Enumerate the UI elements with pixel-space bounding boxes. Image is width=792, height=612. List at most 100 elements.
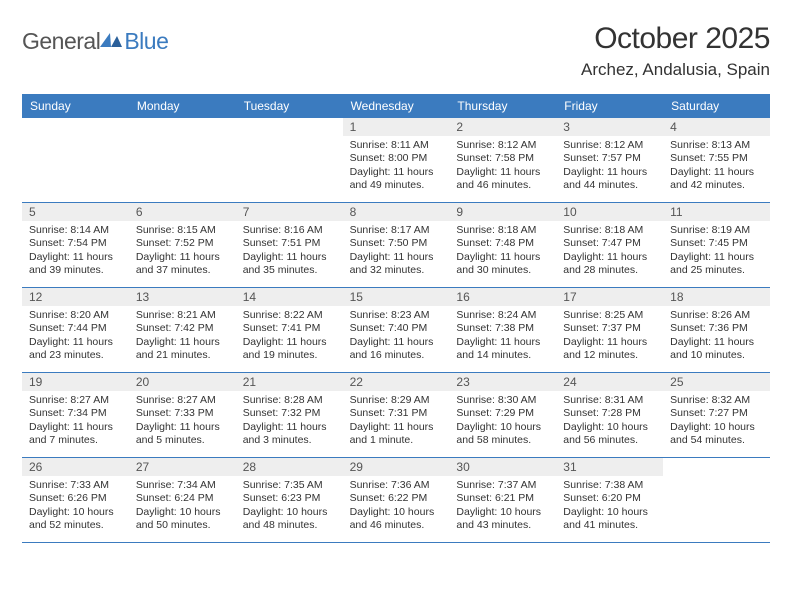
day-cell: 1Sunrise: 8:11 AMSunset: 8:00 PMDaylight… <box>343 118 450 202</box>
daylight-text: Daylight: 10 hours and 46 minutes. <box>350 506 443 533</box>
sunrise-text: Sunrise: 7:35 AM <box>243 479 336 492</box>
sunrise-text: Sunrise: 8:20 AM <box>29 309 122 322</box>
sunset-text: Sunset: 7:29 PM <box>456 407 549 420</box>
daylight-text: Daylight: 11 hours and 19 minutes. <box>243 336 336 363</box>
day-cell: 30Sunrise: 7:37 AMSunset: 6:21 PMDayligh… <box>449 458 556 542</box>
logo-mark-icon <box>100 31 122 47</box>
sunset-text: Sunset: 6:24 PM <box>136 492 229 505</box>
empty-cell <box>129 118 236 202</box>
title-block: October 2025 Archez, Andalusia, Spain <box>581 22 770 80</box>
sunset-text: Sunset: 7:44 PM <box>29 322 122 335</box>
sunrise-text: Sunrise: 8:29 AM <box>350 394 443 407</box>
day-number: 19 <box>22 373 129 391</box>
day-header: Tuesday <box>236 94 343 118</box>
sunset-text: Sunset: 7:54 PM <box>29 237 122 250</box>
daylight-text: Daylight: 10 hours and 56 minutes. <box>563 421 656 448</box>
daylight-text: Daylight: 11 hours and 10 minutes. <box>670 336 763 363</box>
day-cell: 22Sunrise: 8:29 AMSunset: 7:31 PMDayligh… <box>343 373 450 457</box>
daylight-text: Daylight: 11 hours and 44 minutes. <box>563 166 656 193</box>
sunrise-text: Sunrise: 8:25 AM <box>563 309 656 322</box>
sunrise-text: Sunrise: 7:33 AM <box>29 479 122 492</box>
sunset-text: Sunset: 7:57 PM <box>563 152 656 165</box>
day-cell: 19Sunrise: 8:27 AMSunset: 7:34 PMDayligh… <box>22 373 129 457</box>
daylight-text: Daylight: 11 hours and 12 minutes. <box>563 336 656 363</box>
week-row: 26Sunrise: 7:33 AMSunset: 6:26 PMDayligh… <box>22 458 770 543</box>
sunrise-text: Sunrise: 8:26 AM <box>670 309 763 322</box>
day-number: 23 <box>449 373 556 391</box>
day-details: Sunrise: 8:27 AMSunset: 7:34 PMDaylight:… <box>22 391 129 454</box>
sunset-text: Sunset: 8:00 PM <box>350 152 443 165</box>
day-number: 11 <box>663 203 770 221</box>
day-number: 14 <box>236 288 343 306</box>
calendar-grid: 1Sunrise: 8:11 AMSunset: 8:00 PMDaylight… <box>22 118 770 543</box>
week-row: 12Sunrise: 8:20 AMSunset: 7:44 PMDayligh… <box>22 288 770 373</box>
week-row: 1Sunrise: 8:11 AMSunset: 8:00 PMDaylight… <box>22 118 770 203</box>
sunrise-text: Sunrise: 8:15 AM <box>136 224 229 237</box>
empty-cell <box>22 118 129 202</box>
day-details: Sunrise: 7:34 AMSunset: 6:24 PMDaylight:… <box>129 476 236 539</box>
daylight-text: Daylight: 10 hours and 48 minutes. <box>243 506 336 533</box>
day-details: Sunrise: 8:30 AMSunset: 7:29 PMDaylight:… <box>449 391 556 454</box>
day-header: Thursday <box>449 94 556 118</box>
day-cell: 29Sunrise: 7:36 AMSunset: 6:22 PMDayligh… <box>343 458 450 542</box>
daylight-text: Daylight: 11 hours and 35 minutes. <box>243 251 336 278</box>
sunrise-text: Sunrise: 8:18 AM <box>563 224 656 237</box>
day-number: 30 <box>449 458 556 476</box>
sunset-text: Sunset: 7:37 PM <box>563 322 656 335</box>
day-number: 26 <box>22 458 129 476</box>
day-details: Sunrise: 8:27 AMSunset: 7:33 PMDaylight:… <box>129 391 236 454</box>
daylight-text: Daylight: 11 hours and 21 minutes. <box>136 336 229 363</box>
daylight-text: Daylight: 11 hours and 30 minutes. <box>456 251 549 278</box>
daylight-text: Daylight: 11 hours and 39 minutes. <box>29 251 122 278</box>
daylight-text: Daylight: 11 hours and 23 minutes. <box>29 336 122 363</box>
sunrise-text: Sunrise: 8:32 AM <box>670 394 763 407</box>
day-number: 1 <box>343 118 450 136</box>
sunset-text: Sunset: 7:40 PM <box>350 322 443 335</box>
day-details: Sunrise: 8:14 AMSunset: 7:54 PMDaylight:… <box>22 221 129 284</box>
day-header: Friday <box>556 94 663 118</box>
day-cell: 5Sunrise: 8:14 AMSunset: 7:54 PMDaylight… <box>22 203 129 287</box>
sunset-text: Sunset: 7:52 PM <box>136 237 229 250</box>
day-cell: 6Sunrise: 8:15 AMSunset: 7:52 PMDaylight… <box>129 203 236 287</box>
location-label: Archez, Andalusia, Spain <box>581 60 770 80</box>
day-cell: 8Sunrise: 8:17 AMSunset: 7:50 PMDaylight… <box>343 203 450 287</box>
header: General Blue October 2025 Archez, Andalu… <box>22 22 770 80</box>
day-cell: 2Sunrise: 8:12 AMSunset: 7:58 PMDaylight… <box>449 118 556 202</box>
daylight-text: Daylight: 10 hours and 52 minutes. <box>29 506 122 533</box>
sunset-text: Sunset: 7:32 PM <box>243 407 336 420</box>
day-details: Sunrise: 8:19 AMSunset: 7:45 PMDaylight:… <box>663 221 770 284</box>
day-cell: 4Sunrise: 8:13 AMSunset: 7:55 PMDaylight… <box>663 118 770 202</box>
sunrise-text: Sunrise: 8:12 AM <box>563 139 656 152</box>
day-cell: 10Sunrise: 8:18 AMSunset: 7:47 PMDayligh… <box>556 203 663 287</box>
day-number: 28 <box>236 458 343 476</box>
sunset-text: Sunset: 7:55 PM <box>670 152 763 165</box>
daylight-text: Daylight: 11 hours and 28 minutes. <box>563 251 656 278</box>
day-number: 3 <box>556 118 663 136</box>
day-details: Sunrise: 8:12 AMSunset: 7:57 PMDaylight:… <box>556 136 663 199</box>
sunrise-text: Sunrise: 8:17 AM <box>350 224 443 237</box>
day-number: 13 <box>129 288 236 306</box>
day-header: Monday <box>129 94 236 118</box>
day-cell: 9Sunrise: 8:18 AMSunset: 7:48 PMDaylight… <box>449 203 556 287</box>
sunset-text: Sunset: 6:20 PM <box>563 492 656 505</box>
day-cell: 20Sunrise: 8:27 AMSunset: 7:33 PMDayligh… <box>129 373 236 457</box>
daylight-text: Daylight: 11 hours and 16 minutes. <box>350 336 443 363</box>
day-number: 4 <box>663 118 770 136</box>
daylight-text: Daylight: 11 hours and 25 minutes. <box>670 251 763 278</box>
day-number: 8 <box>343 203 450 221</box>
sunrise-text: Sunrise: 7:38 AM <box>563 479 656 492</box>
week-row: 19Sunrise: 8:27 AMSunset: 7:34 PMDayligh… <box>22 373 770 458</box>
day-details: Sunrise: 8:18 AMSunset: 7:47 PMDaylight:… <box>556 221 663 284</box>
day-details: Sunrise: 8:11 AMSunset: 8:00 PMDaylight:… <box>343 136 450 199</box>
day-cell: 25Sunrise: 8:32 AMSunset: 7:27 PMDayligh… <box>663 373 770 457</box>
day-details: Sunrise: 8:23 AMSunset: 7:40 PMDaylight:… <box>343 306 450 369</box>
day-cell: 12Sunrise: 8:20 AMSunset: 7:44 PMDayligh… <box>22 288 129 372</box>
sunrise-text: Sunrise: 8:23 AM <box>350 309 443 322</box>
daylight-text: Daylight: 11 hours and 49 minutes. <box>350 166 443 193</box>
sunset-text: Sunset: 7:33 PM <box>136 407 229 420</box>
week-row: 5Sunrise: 8:14 AMSunset: 7:54 PMDaylight… <box>22 203 770 288</box>
day-number: 15 <box>343 288 450 306</box>
sunset-text: Sunset: 6:21 PM <box>456 492 549 505</box>
day-cell: 23Sunrise: 8:30 AMSunset: 7:29 PMDayligh… <box>449 373 556 457</box>
day-number: 24 <box>556 373 663 391</box>
